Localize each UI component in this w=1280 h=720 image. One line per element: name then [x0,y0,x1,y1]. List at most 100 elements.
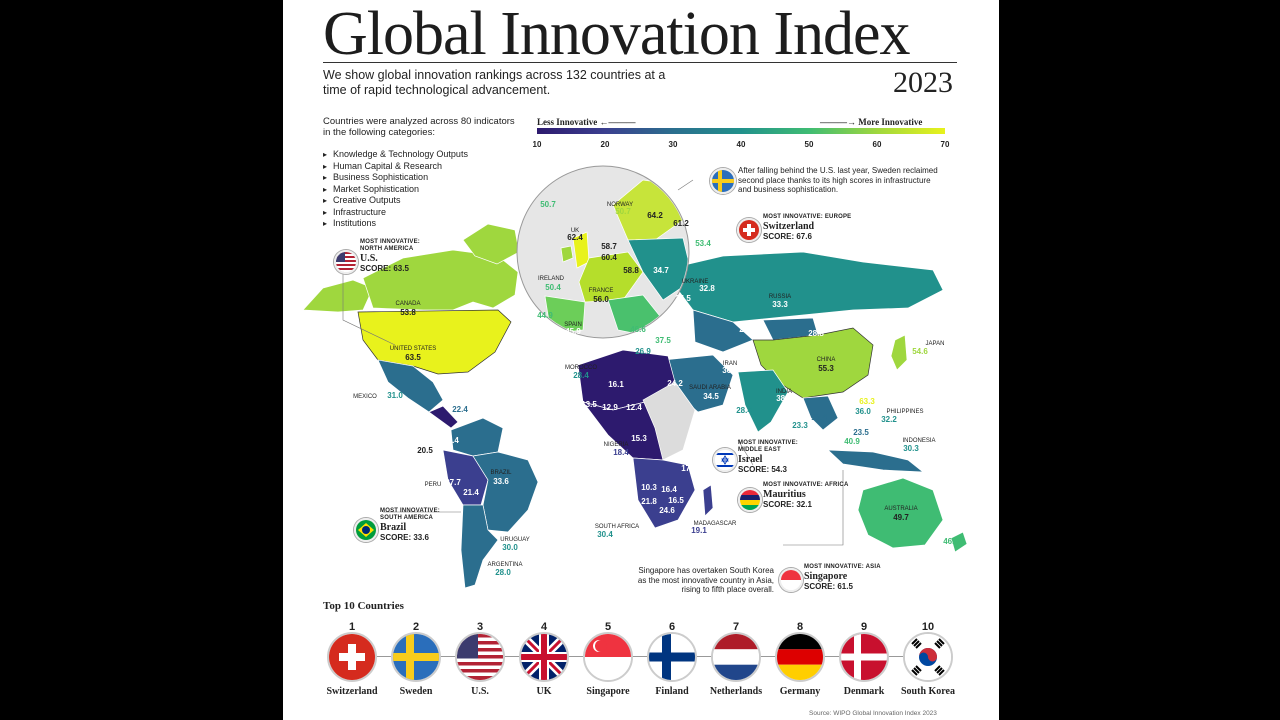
callout-south-america: MOST INNOVATIVE: SOUTH AMERICA Brazil SC… [380,508,440,543]
callout-score: SCORE: 32.1 [763,500,812,509]
rank-number: 1 [348,621,356,633]
year-label: 2023 [893,66,953,99]
map-label-score: 34.7 [653,266,669,275]
map-label-score: 50.7 [540,200,556,209]
callout-asia: MOST INNOVATIVE: ASIA Singapore SCORE: 6… [804,564,881,592]
map-label-score: 63.3 [859,397,875,406]
rank-number: 10 [921,621,935,633]
map-label-score: 34.5 [675,294,691,303]
rank-number: 9 [860,621,868,633]
callout-north-america: MOST INNOVATIVE: NORTH AMERICA U.S. SCOR… [360,239,420,274]
callout-country: Singapore [804,571,848,582]
map-label-name: NORWAY [607,202,633,208]
map-label-name: CANADA [395,301,420,307]
brazil-flag-icon [354,518,378,542]
callout-middle-east: MOST INNOVATIVE: MIDDLE EAST Israel SCOR… [738,440,798,475]
legend-tick: 70 [940,140,950,149]
south-korea-flag-icon [903,632,953,682]
category-item: Market Sophistication [323,184,468,196]
map-label-score: 21.4 [463,488,479,497]
callout-region: MOST INNOVATIVE: SOUTH AMERICA [380,508,440,521]
map-label-score: 40.9 [844,437,860,446]
rank-country-name: Singapore [586,686,630,697]
rank-country-name: Netherlands [709,686,763,697]
legend-less-label: Less Innovative ←——— [537,117,636,127]
map-label-score: 23.5 [853,428,869,437]
callout-region: MOST INNOVATIVE: AFRICA [763,482,849,488]
rank-country-name: South Korea [901,686,955,697]
israel-flag-icon [713,448,737,472]
denmark-flag-icon [839,632,889,682]
map-label-name: FRANCE [589,288,614,294]
map-label-score: 28.8 [808,329,824,338]
switzerland-flag-icon [327,632,377,682]
map-label-score: 24.6 [659,506,675,515]
map-label-score: 56.0 [593,295,609,304]
map-label-score: 31.0 [387,391,403,400]
map-label-score: 21.8 [641,497,657,506]
callout-region: MOST INNOVATIVE: ASIA [804,564,881,570]
region-southern-africa [632,457,696,529]
map-label-name: INDIA [776,389,792,395]
map-label-score: 46.6 [630,325,646,334]
map-label-score: 16.4 [811,413,827,422]
rank-country-name: Finland [655,686,689,697]
callout-score: SCORE: 33.6 [380,533,429,542]
map-label-name: ARGENTINA [487,562,522,568]
region-unranked-africa [642,381,696,461]
rank-number: 7 [732,621,740,633]
region-central-asia [692,309,754,353]
callout-score: SCORE: 67.6 [763,232,812,241]
map-label-score: 37.5 [655,336,671,345]
finland-flag-icon [647,632,697,682]
map-label-name: SPAIN [564,322,582,328]
us-flag-icon [334,250,358,274]
map-label-score: 63.5 [405,353,421,362]
region-alaska [302,279,374,313]
map-label-score: 16.1 [608,380,624,389]
map-label-score: 28.4 [573,371,589,380]
callout-region: MOST INNOVATIVE: MIDDLE EAST [738,440,798,453]
map-label-score: 20.5 [417,446,433,455]
map-label-score: 34.5 [703,392,719,401]
map-label-score: 30.1 [722,366,738,375]
legend-tick: 20 [600,140,610,149]
map-label-score: 53.4 [695,239,711,248]
legend-more-label: ———→ More Innovative [820,117,923,127]
map-label-score: 26.7 [739,325,755,334]
region-united-states [357,309,512,375]
callout-score: SCORE: 54.3 [738,465,787,474]
callout-region: MOST INNOVATIVE: NORTH AMERICA [360,239,420,252]
callout-country: Israel [738,454,763,465]
map-label-name: PHILIPPINES [886,409,923,415]
subtitle: We show global innovation rankings acros… [323,68,666,97]
map-label-score: 10.3 [641,483,657,492]
uk-flag-icon [519,632,569,682]
map-label-score: 44.9 [537,311,553,320]
map-label-score: 30.4 [597,530,613,539]
map-label-score: 16.4 [661,485,677,494]
region-madagascar [702,484,714,517]
map-label-score: 32.2 [881,415,897,424]
map-label-score: 64.2 [647,211,663,220]
rank-country-name: Germany [779,686,821,697]
leader-line [342,270,396,346]
map-label-score: 53.8 [400,308,416,317]
map-label-score: 46.6 [943,537,959,546]
map-label-name: RUSSIA [769,294,791,300]
singapore-flag-icon [583,632,633,682]
rank-number: 8 [796,621,804,633]
map-label-score: 13.5 [581,400,597,409]
map-label-name: JAPAN [926,341,945,347]
legend-tick: 60 [872,140,882,149]
map-label-score: 30.0 [502,543,518,552]
map-label-score: 24.2 [667,379,683,388]
germany-flag-icon [775,632,825,682]
category-item: Human Capital & Research [323,161,468,173]
map-label-score: 16.5 [668,496,684,505]
infographic-poster: Global Innovation Index We show global i… [283,0,999,720]
map-label-score: 38.1 [776,394,792,403]
leader-line [783,470,844,546]
rank-number: 2 [412,621,420,633]
map-label-score: 61.2 [673,219,689,228]
